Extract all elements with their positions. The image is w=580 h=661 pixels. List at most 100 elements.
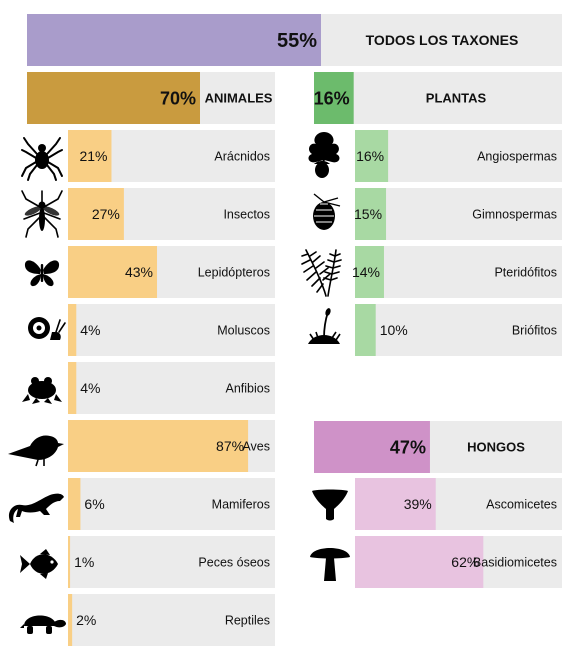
bar-group-animals-fill	[27, 72, 200, 124]
bar-animals-7-category-label: Peces óseos	[198, 556, 270, 570]
mosquito-icon	[21, 190, 63, 238]
bar-animals-1-category-label: Insectos	[223, 208, 270, 222]
bar-plants-0-track	[355, 130, 562, 182]
bar-animals-3: 4% Moluscos	[68, 304, 275, 356]
bar-fungi-0-category-label: Ascomicetes	[486, 498, 557, 512]
bar-animals-4-track	[68, 362, 275, 414]
tortoise-icon	[20, 615, 66, 634]
bar-plants-0-value-label: 16%	[356, 148, 384, 164]
bar-group-plants-fill	[314, 72, 354, 124]
bar-animals-4-value-label: 4%	[80, 380, 100, 396]
bar-plants-2-track	[355, 246, 562, 298]
snail-icon	[22, 317, 66, 340]
bar-plants-0-fill	[355, 130, 389, 182]
bar-group-plants-track	[314, 72, 562, 124]
bar-animals-3-category-label: Moluscos	[217, 324, 270, 338]
bar-animals-6-value-label: 6%	[84, 496, 104, 512]
bar-animals-2: 43% Lepidópteros	[68, 246, 275, 298]
bar-animals-8-category-label: Reptiles	[225, 614, 270, 628]
bar-animals-2-value-label: 43%	[125, 264, 153, 280]
bar-animals-7-fill	[68, 536, 71, 588]
bar-group-fungi-fill	[314, 421, 430, 473]
bar-plants-3-value-label: 10%	[380, 322, 408, 338]
bar-animals-7-value-label: 1%	[74, 554, 94, 570]
bar-plants-0: 16% Angiospermas	[355, 130, 562, 182]
bar-animals-7: 1% Peces óseos	[68, 536, 275, 588]
bar-plants-3: 10% Briófitos	[355, 304, 562, 356]
bar-animals-5-category-label: Aves	[242, 440, 270, 454]
bar-total-value-label: 55%	[277, 30, 317, 52]
bar-animals-6-track	[68, 478, 275, 530]
bar-plants-3-track	[355, 304, 562, 356]
bar-animals-1: 27% Insectos	[68, 188, 275, 240]
bar-plants-2-value-label: 14%	[352, 264, 380, 280]
bar-plants-1-value-label: 15%	[354, 206, 382, 222]
moss-icon	[308, 308, 341, 344]
mushroom-icon	[310, 548, 350, 581]
bar-animals-0-fill	[68, 130, 112, 182]
bar-animals-5: 87%Aves	[68, 420, 275, 472]
bar-group-plants: 16% PLANTAS	[314, 72, 562, 124]
bar-total-category-label: TODOS LOS TAXONES	[366, 32, 519, 48]
bar-fungi-1-fill	[355, 536, 484, 588]
bar-plants-2-category-label: Pteridófitos	[494, 266, 557, 280]
bar-animals-0-value-label: 21%	[79, 148, 107, 164]
bar-plants-1: 15% Gimnospermas	[354, 188, 562, 240]
bar-animals-8-fill	[68, 594, 73, 646]
bar-group-animals-value-label: 70%	[160, 88, 196, 108]
bar-animals-3-track	[68, 304, 275, 356]
bar-group-fungi-value-label: 47%	[390, 437, 426, 457]
cup-fungus-icon	[312, 489, 348, 521]
bar-fungi-0: 39% Ascomicetes	[355, 478, 562, 530]
bar-animals-1-fill	[68, 188, 124, 240]
bar-fungi-0-value-label: 39%	[404, 496, 432, 512]
bar-animals-7-track	[68, 536, 275, 588]
bar-animals-4-fill	[68, 362, 77, 414]
bar-plants-2: 14% Pteridófitos	[352, 246, 562, 298]
bar-group-plants-category-label: PLANTAS	[426, 91, 487, 106]
bar-plants-1-category-label: Gimnospermas	[472, 208, 557, 222]
spider-icon	[21, 137, 63, 181]
bar-animals-6-fill	[68, 478, 81, 530]
weasel-icon	[8, 493, 64, 523]
bar-animals-5-fill	[68, 420, 249, 472]
bar-group-fungi-category-label: HONGOS	[467, 440, 525, 455]
bar-plants-1-fill	[355, 188, 387, 240]
oak-leaf-acorn-icon	[308, 132, 340, 178]
bar-animals-3-value-label: 4%	[80, 322, 100, 338]
bar-animals-0-category-label: Arácnidos	[214, 150, 270, 164]
bar-animals-8-track	[68, 594, 275, 646]
bar-animals-1-value-label: 27%	[92, 206, 120, 222]
bar-total-fill	[27, 14, 321, 66]
bar-fungi-0-fill	[355, 478, 436, 530]
bar-group-animals: 70% ANIMALES	[27, 72, 275, 124]
bar-animals-6-category-label: Mamiferos	[212, 498, 270, 512]
bar-fungi-1-value-label: 62%	[451, 554, 479, 570]
bird-icon	[8, 435, 64, 467]
bar-fungi-1: 62%Basidiomicetes	[355, 536, 562, 588]
bar-plants-0-category-label: Angiospermas	[477, 150, 557, 164]
bar-animals-2-category-label: Lepidópteros	[198, 266, 270, 280]
bar-animals-2-fill	[68, 246, 158, 298]
frog-icon	[22, 377, 62, 404]
bar-group-plants-value-label: 16%	[314, 88, 350, 108]
pine-cone-icon	[313, 193, 341, 230]
bar-animals-4: 4% Anfibios	[68, 362, 275, 414]
bar-animals-5-value-label: 87%	[216, 438, 244, 454]
bar-animals-4-category-label: Anfibios	[226, 382, 270, 396]
bar-total: 55% TODOS LOS TAXONES	[27, 14, 562, 66]
bar-plants-3-fill	[355, 304, 376, 356]
butterfly-icon	[24, 260, 60, 287]
bar-group-fungi: 47% HONGOS	[314, 421, 562, 473]
fern-icon	[301, 249, 342, 297]
bar-plants-3-category-label: Briófitos	[512, 324, 557, 338]
bar-animals-3-fill	[68, 304, 77, 356]
bar-plants-2-fill	[355, 246, 384, 298]
bar-fungi-1-category-label: Basidiomicetes	[473, 556, 557, 570]
fish-icon	[20, 549, 58, 579]
bar-animals-0: 21% Arácnidos	[68, 130, 275, 182]
bar-animals-8: 2% Reptiles	[68, 594, 275, 646]
bar-group-animals-category-label: ANIMALES	[205, 91, 273, 106]
bar-plants-1-track	[355, 188, 562, 240]
